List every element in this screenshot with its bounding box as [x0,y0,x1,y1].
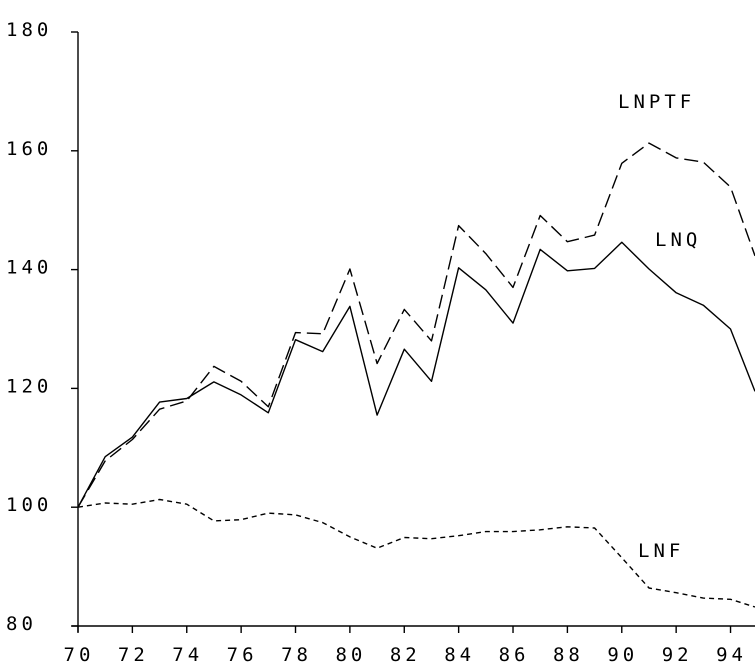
x-tick-label: 70 [64,644,95,666]
x-tick-label: 82 [390,644,421,666]
series-label-lnq: LNQ [655,229,701,251]
x-tick-label: 86 [499,644,530,666]
series-label-lnptf: LNPTF [618,91,695,113]
x-tick-label: 92 [662,644,693,666]
x-tick-label: 80 [335,644,366,666]
x-tick-label: 90 [607,644,638,666]
y-tick-label: 80 [6,613,37,635]
series-line-lnq [77,241,755,508]
x-tick-label: 84 [444,644,475,666]
x-tick-label: 78 [281,644,312,666]
x-axis-ticks: 70 72 74 76 78 80 82 84 86 88 90 92 94 [64,626,747,666]
chart-axes [72,32,755,632]
series-label-lnf: LNF [638,540,684,562]
x-tick-label: 88 [553,644,584,666]
y-tick-label: 160 [6,138,52,160]
series-line-lnf [77,498,755,608]
x-tick-label: 74 [172,644,203,666]
y-axis-ticks: 80 100 120 140 160 180 [6,19,78,635]
y-tick-label: 180 [6,19,52,41]
series-line-lnptf [77,142,755,508]
series-labels: LNPTF LNQ LNF [618,91,701,562]
x-tick-label: 76 [227,644,258,666]
y-tick-label: 120 [6,375,52,397]
y-tick-label: 140 [6,257,52,279]
x-tick-label: 72 [118,644,149,666]
series-lines [77,142,755,608]
x-tick-label: 94 [716,644,747,666]
y-tick-label: 100 [6,494,52,516]
